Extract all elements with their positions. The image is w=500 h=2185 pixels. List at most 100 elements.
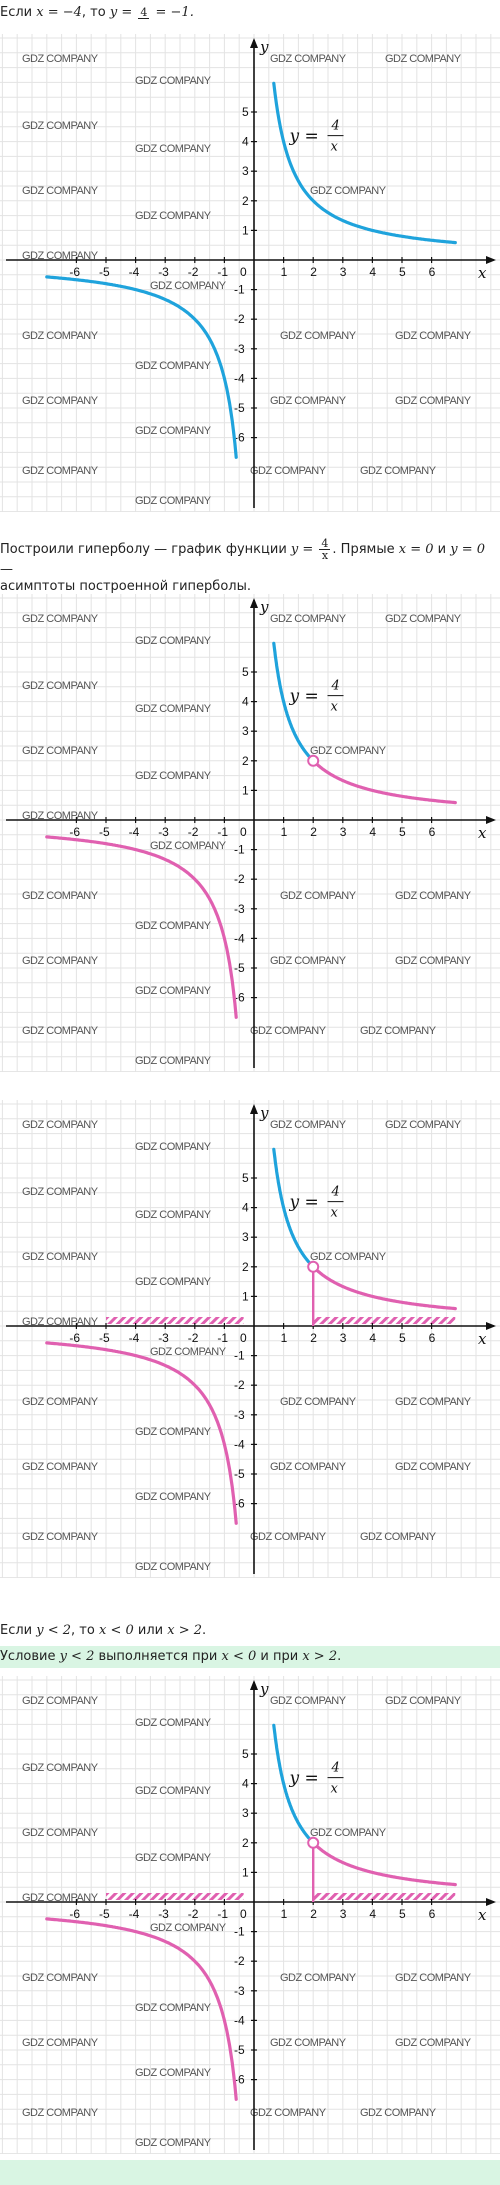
point-2-2	[307, 754, 320, 767]
x-tick-label: -4	[129, 1331, 140, 1345]
fraction: 4	[138, 5, 150, 19]
origin-label: 0	[240, 825, 247, 839]
watermark: GDZ COMPANY	[22, 1762, 99, 1774]
y-tick-label: -5	[234, 401, 245, 415]
math-expr: x = −4	[36, 5, 82, 20]
y-axis-arrow	[250, 598, 258, 608]
watermark: GDZ COMPANY	[310, 1827, 387, 1839]
watermark: GDZ COMPANY	[22, 680, 99, 692]
y-tick-label: -4	[234, 2013, 245, 2027]
watermark: GDZ COMPANY	[22, 745, 99, 757]
x-tick-label: -4	[129, 265, 140, 279]
x-tick-label: 5	[399, 1907, 406, 1921]
hyperbola-branch-right-lower	[311, 759, 457, 805]
x-tick-label: 2	[310, 1907, 317, 1921]
hyperbola-branch-right-upper	[272, 641, 315, 763]
y-tick-label: -3	[234, 902, 245, 916]
math-expr: = −1.	[151, 5, 194, 20]
watermark: GDZ COMPANY	[395, 1972, 472, 1984]
y-tick-label: 1	[242, 1865, 249, 1879]
x-tick-label: 2	[310, 1331, 317, 1345]
watermark: GDZ COMPANY	[135, 143, 212, 155]
watermark: GDZ COMPANY	[22, 465, 99, 477]
watermark: GDZ COMPANY	[22, 1251, 99, 1263]
watermark: GDZ COMPANY	[135, 495, 212, 507]
watermark: GDZ COMPANY	[135, 985, 212, 997]
math-expr: y =	[109, 5, 133, 20]
y-tick-label: -6	[234, 1497, 245, 1511]
watermark: GDZ COMPANY	[135, 1276, 212, 1288]
x-axis-label: x	[478, 1906, 487, 1924]
hyperbola-branch-right-upper	[272, 1147, 315, 1269]
x-axis-arrow	[486, 1898, 496, 1906]
watermark: GDZ COMPANY	[250, 2107, 327, 2119]
watermark: GDZ COMPANY	[280, 1972, 357, 1984]
x-tick-label: 1	[281, 1331, 288, 1345]
y-tick-label: -5	[234, 961, 245, 975]
watermark: GDZ COMPANY	[22, 395, 99, 407]
x-tick-label: 6	[429, 1907, 436, 1921]
watermark: GDZ COMPANY	[135, 425, 212, 437]
equation-numerator: 4	[331, 1185, 340, 1200]
y-tick-label: 1	[242, 1289, 249, 1303]
watermark: GDZ COMPANY	[395, 395, 472, 407]
watermark: GDZ COMPANY	[22, 1025, 99, 1037]
x-tick-label: -5	[99, 825, 110, 839]
watermark: GDZ COMPANY	[150, 1346, 227, 1358]
x-tick-label: 6	[429, 265, 436, 279]
x-tick-label: 2	[310, 825, 317, 839]
watermark: GDZ COMPANY	[395, 955, 472, 967]
watermark: GDZ COMPANY	[395, 330, 472, 342]
x-tick-label: -1	[217, 825, 228, 839]
y-tick-label: -1	[234, 843, 245, 857]
y-tick-label: -6	[234, 2073, 245, 2087]
watermark: GDZ COMPANY	[135, 1055, 212, 1067]
text-line-2: Построили гиперболу — график функции y =…	[0, 537, 486, 594]
watermark: GDZ COMPANY	[270, 613, 347, 625]
origin-label: 0	[240, 1331, 247, 1345]
watermark: GDZ COMPANY	[22, 1396, 99, 1408]
watermark: GDZ COMPANY	[22, 1695, 99, 1707]
hatch-band-right	[313, 1317, 456, 1324]
watermark: GDZ COMPANY	[22, 53, 99, 65]
watermark: GDZ COMPANY	[280, 890, 357, 902]
x-tick-label: -2	[188, 1331, 199, 1345]
x-tick-label: 1	[281, 825, 288, 839]
point-2-2	[307, 1836, 320, 1849]
watermark: GDZ COMPANY	[270, 395, 347, 407]
highlight-bar	[0, 2160, 500, 2185]
watermark: GDZ COMPANY	[135, 635, 212, 647]
watermark: GDZ COMPANY	[270, 2037, 347, 2049]
math-expr: y < 2	[36, 1623, 72, 1638]
watermark: GDZ COMPANY	[22, 890, 99, 902]
watermark: GDZ COMPANY	[135, 920, 212, 932]
x-tick-label: -5	[99, 1907, 110, 1921]
y-tick-label: -6	[234, 991, 245, 1005]
math-expr: x > 2	[302, 1649, 338, 1664]
y-tick-label: 3	[242, 1230, 249, 1244]
hyperbola-branch-left	[45, 1341, 238, 1525]
x-axis-arrow	[486, 816, 496, 824]
origin-label: 0	[240, 265, 247, 279]
y-tick-label: -2	[234, 312, 245, 326]
x-tick-label: 5	[399, 265, 406, 279]
point-2-2	[307, 1260, 320, 1273]
equation-numerator: 4	[331, 119, 340, 134]
hyperbola-branch-right-lower	[311, 1265, 457, 1311]
watermark: GDZ COMPANY	[22, 955, 99, 967]
x-tick-label: 5	[399, 825, 406, 839]
x-tick-label: 4	[369, 825, 376, 839]
watermark: GDZ COMPANY	[385, 1119, 462, 1131]
y-tick-label: -2	[234, 1954, 245, 1968]
watermark: GDZ COMPANY	[22, 2107, 99, 2119]
watermark: GDZ COMPANY	[135, 703, 212, 715]
watermark: GDZ COMPANY	[135, 360, 212, 372]
watermark: GDZ COMPANY	[22, 1827, 99, 1839]
equation-numerator: 4	[331, 1761, 340, 1776]
equation-denominator: x	[331, 140, 339, 155]
graph-3: GDZ COMPANY GDZ COMPANY GDZ COMPANY GDZ COM…	[0, 1100, 500, 1582]
graph-2: GDZ COMPANY GDZ COMPANY GDZ COMPANY GDZ COM…	[0, 594, 500, 1076]
x-tick-label: -3	[158, 1331, 169, 1345]
origin-label: 0	[240, 1907, 247, 1921]
